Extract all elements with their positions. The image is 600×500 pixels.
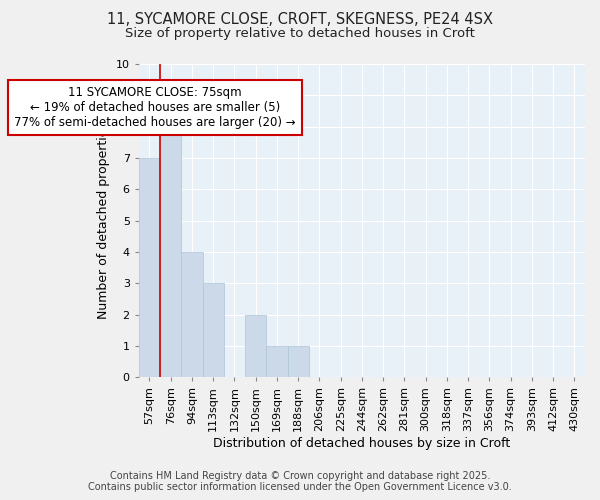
Text: Size of property relative to detached houses in Croft: Size of property relative to detached ho… bbox=[125, 28, 475, 40]
Bar bbox=[203, 284, 224, 378]
Text: 11, SYCAMORE CLOSE, CROFT, SKEGNESS, PE24 4SX: 11, SYCAMORE CLOSE, CROFT, SKEGNESS, PE2… bbox=[107, 12, 493, 28]
X-axis label: Distribution of detached houses by size in Croft: Distribution of detached houses by size … bbox=[213, 437, 511, 450]
Bar bbox=[245, 314, 266, 378]
Bar bbox=[287, 346, 309, 378]
Text: Contains HM Land Registry data © Crown copyright and database right 2025.
Contai: Contains HM Land Registry data © Crown c… bbox=[88, 471, 512, 492]
Bar bbox=[160, 126, 181, 378]
Bar bbox=[266, 346, 287, 378]
Y-axis label: Number of detached properties: Number of detached properties bbox=[97, 122, 110, 319]
Bar bbox=[181, 252, 203, 378]
Text: 11 SYCAMORE CLOSE: 75sqm
← 19% of detached houses are smaller (5)
77% of semi-de: 11 SYCAMORE CLOSE: 75sqm ← 19% of detach… bbox=[14, 86, 296, 129]
Bar bbox=[139, 158, 160, 378]
